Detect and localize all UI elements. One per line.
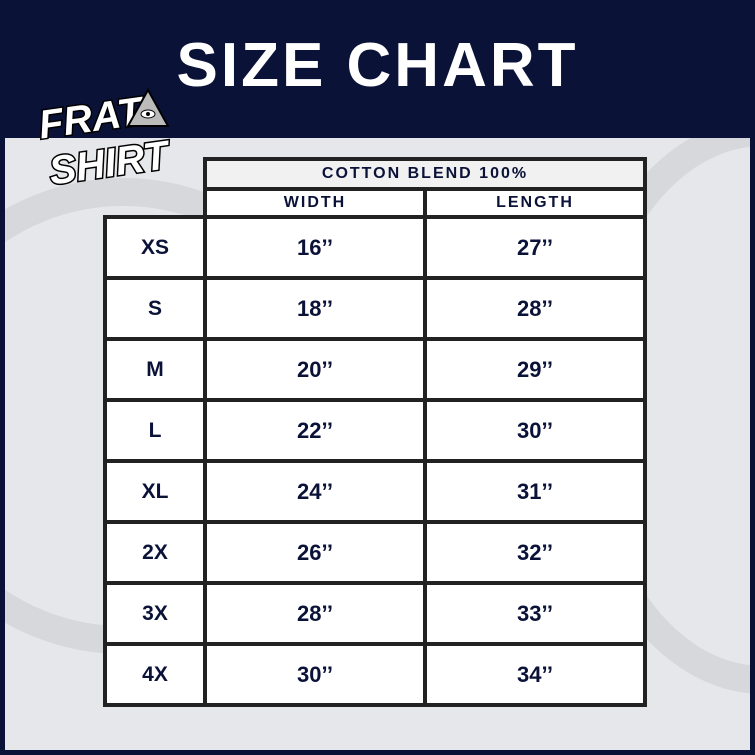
length-cell: 30’’ — [423, 398, 647, 463]
size-cell: 3X — [103, 581, 207, 646]
table-row: XL 24’’ 31’’ — [103, 459, 647, 524]
width-cell: 16’’ — [203, 215, 427, 280]
length-cell: 29’’ — [423, 337, 647, 402]
size-cell: 2X — [103, 520, 207, 585]
group-header: COTTON BLEND 100% — [203, 157, 647, 191]
width-cell: 20’’ — [203, 337, 427, 402]
length-cell: 27’’ — [423, 215, 647, 280]
table-row: 2X 26’’ 32’’ — [103, 520, 647, 585]
length-cell: 31’’ — [423, 459, 647, 524]
eye-pyramid-icon — [126, 87, 170, 127]
size-cell: S — [103, 276, 207, 341]
header-banner: SIZE CHART — [0, 0, 755, 138]
frat-shirt-logo: FRAT SHIRT — [36, 87, 171, 195]
column-header-width: WIDTH — [203, 187, 427, 219]
size-cell: XL — [103, 459, 207, 524]
size-cell: M — [103, 337, 207, 402]
length-cell: 32’’ — [423, 520, 647, 585]
table-row: XS 16’’ 27’’ — [103, 215, 647, 280]
width-cell: 26’’ — [203, 520, 427, 585]
column-header-length: LENGTH — [423, 187, 647, 219]
table-row: S 18’’ 28’’ — [103, 276, 647, 341]
length-cell: 34’’ — [423, 642, 647, 707]
table-row: M 20’’ 29’’ — [103, 337, 647, 402]
width-cell: 18’’ — [203, 276, 427, 341]
page-title: SIZE CHART — [176, 31, 579, 100]
table-row: 3X 28’’ 33’’ — [103, 581, 647, 646]
length-cell: 28’’ — [423, 276, 647, 341]
width-cell: 24’’ — [203, 459, 427, 524]
length-cell: 33’’ — [423, 581, 647, 646]
width-cell: 22’’ — [203, 398, 427, 463]
width-cell: 30’’ — [203, 642, 427, 707]
size-chart-table: COTTON BLEND 100% WIDTH LENGTH XS 16’’ 27’… — [103, 157, 647, 707]
table-row: L 22’’ 30’’ — [103, 398, 647, 463]
table-row: 4X 30’’ 34’’ — [103, 642, 647, 707]
size-cell: L — [103, 398, 207, 463]
size-cell: XS — [103, 215, 207, 280]
size-cell: 4X — [103, 642, 207, 707]
width-cell: 28’’ — [203, 581, 427, 646]
